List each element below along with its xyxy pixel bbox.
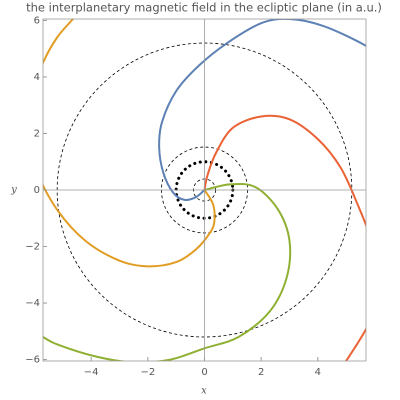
y-tick-label: 6 bbox=[34, 15, 40, 26]
field-line bbox=[43, 182, 292, 361]
field-line bbox=[203, 114, 366, 361]
x-tick-label: 0 bbox=[201, 367, 207, 378]
y-tick-label: 0 bbox=[34, 185, 40, 196]
y-tick-label: 2 bbox=[34, 128, 40, 139]
x-tick-label: 4 bbox=[315, 367, 321, 378]
field-line bbox=[43, 19, 216, 268]
plot-area bbox=[43, 19, 366, 361]
y-tick-label: −4 bbox=[25, 298, 40, 309]
y-tick-label: −2 bbox=[25, 242, 40, 253]
chart-title: the interplanetary magnetic field in the… bbox=[26, 1, 382, 15]
x-tick-label: −2 bbox=[140, 367, 155, 378]
x-tick-label: −4 bbox=[84, 367, 99, 378]
y-tick-label: 4 bbox=[34, 72, 40, 83]
field-line bbox=[158, 19, 366, 202]
y-tick-label: −6 bbox=[25, 355, 40, 366]
y-axis-label: y bbox=[10, 185, 17, 196]
x-tick-label: 2 bbox=[258, 367, 264, 378]
x-axis-label: x bbox=[201, 386, 207, 397]
